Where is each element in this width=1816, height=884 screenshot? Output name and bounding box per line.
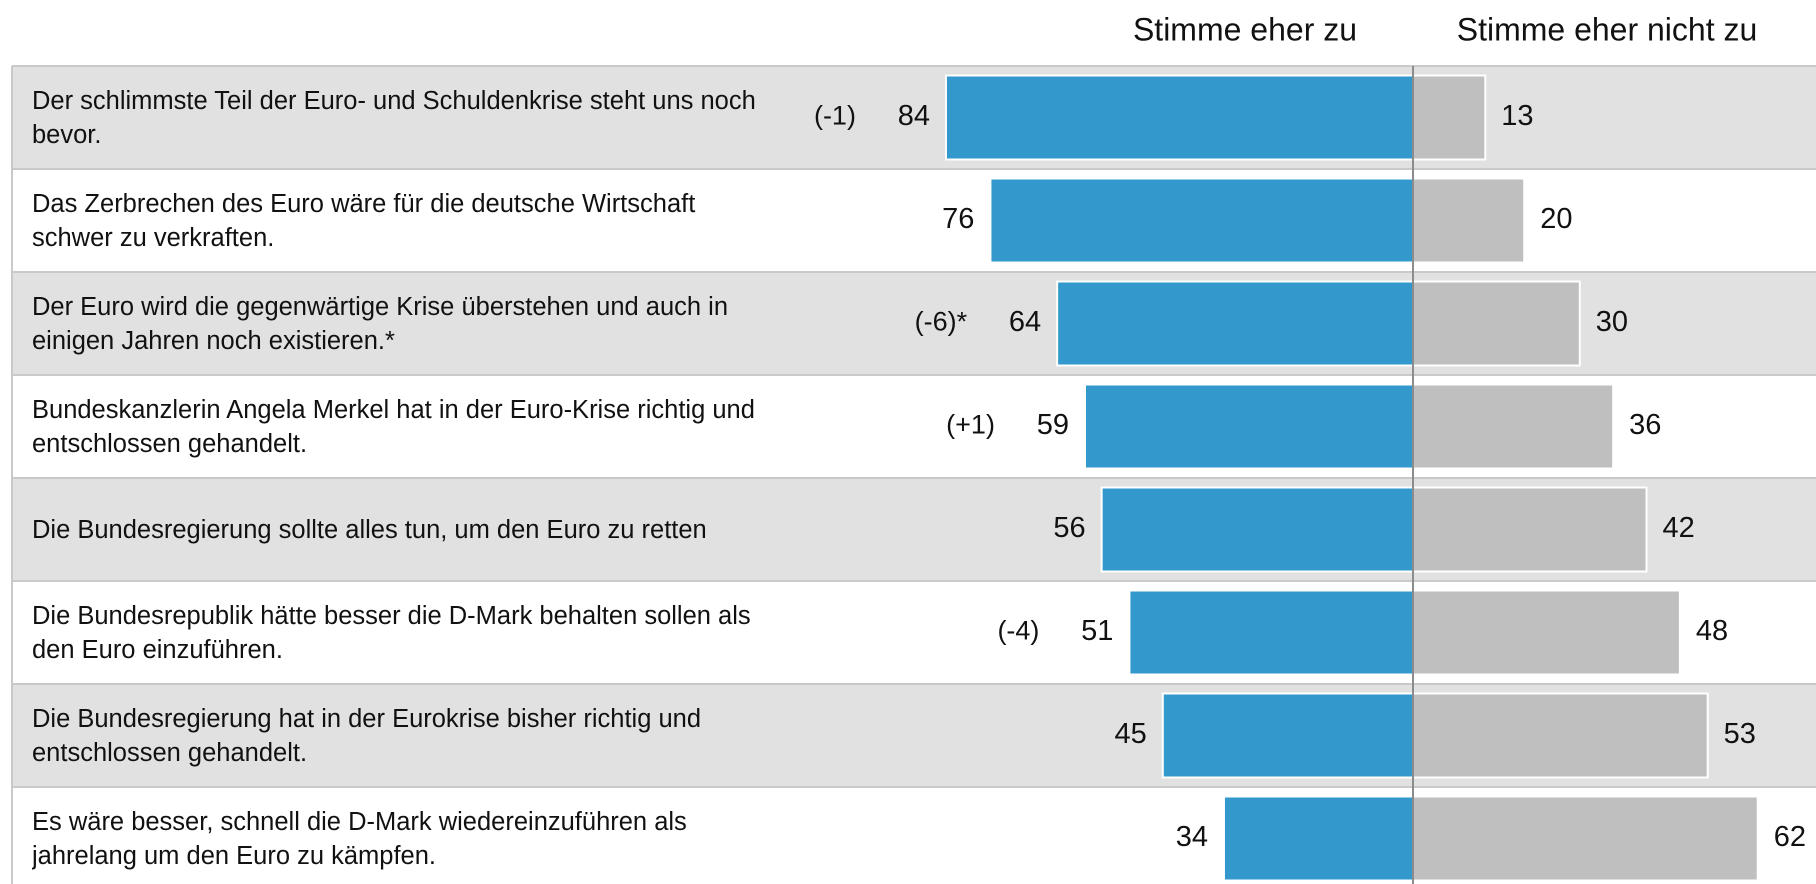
legend-label: Stimme eher nicht zu xyxy=(1457,11,1758,47)
row-label: Das Zerbrechen des Euro wäre für die deu… xyxy=(32,189,696,252)
change-label: (-4) xyxy=(997,616,1039,646)
row-label-box: Die Bundesrepublik hätte besser die D-Ma… xyxy=(32,601,751,664)
value-label: 36 xyxy=(1629,409,1661,441)
bar xyxy=(1412,795,1759,882)
value-label: 13 xyxy=(1501,100,1533,132)
row-label-box: Das Zerbrechen des Euro wäre für die deu… xyxy=(32,189,696,252)
value-label: 20 xyxy=(1540,203,1572,235)
value-label: 56 xyxy=(1053,512,1085,544)
value-label: 34 xyxy=(1176,821,1208,853)
value-label: 42 xyxy=(1663,512,1695,544)
bar xyxy=(1056,280,1415,367)
row-label-box: Der schlimmste Teil der Euro- und Schuld… xyxy=(32,86,756,149)
value-label: 64 xyxy=(1009,306,1041,338)
row-label-box: Bundeskanzlerin Angela Merkel hat in der… xyxy=(32,395,755,458)
value-label: 51 xyxy=(1081,615,1113,647)
bar xyxy=(1161,692,1415,779)
bar xyxy=(1412,74,1487,161)
row-label: Der schlimmste Teil der Euro- und Schuld… xyxy=(32,86,756,149)
row-label: Die Bundesregierung sollte alles tun, um… xyxy=(32,515,707,544)
bar xyxy=(944,74,1415,161)
change-label: (+1) xyxy=(946,410,995,440)
bar xyxy=(1128,589,1414,676)
value-label: 45 xyxy=(1115,718,1147,750)
bar xyxy=(1083,383,1414,470)
bar xyxy=(1222,795,1414,882)
row-label: Die Bundesregierung hat in der Eurokrise… xyxy=(32,704,702,767)
row-label-box: Der Euro wird die gegenwärtige Krise übe… xyxy=(32,292,728,355)
row-label: Der Euro wird die gegenwärtige Krise übe… xyxy=(32,292,728,355)
row-label-box: Die Bundesregierung sollte alles tun, um… xyxy=(32,515,707,544)
change-label: (-6)* xyxy=(915,307,968,337)
bar xyxy=(989,177,1414,264)
bar xyxy=(1100,486,1414,573)
bar xyxy=(1412,692,1709,779)
row-label-box: Es wäre besser, schnell die D-Mark wiede… xyxy=(32,807,687,870)
row-label-box: Die Bundesregierung hat in der Eurokrise… xyxy=(32,704,702,767)
row-label: Bundeskanzlerin Angela Merkel hat in der… xyxy=(32,395,755,458)
value-label: 53 xyxy=(1724,718,1756,750)
bar xyxy=(1412,383,1615,470)
value-label: 84 xyxy=(898,100,930,132)
bar xyxy=(1412,486,1648,573)
change-label: (-1) xyxy=(814,101,856,131)
value-label: 76 xyxy=(942,203,974,235)
bar xyxy=(1412,280,1581,367)
bar xyxy=(1412,589,1681,676)
bar xyxy=(1412,177,1526,264)
value-label: 30 xyxy=(1596,306,1628,338)
legend-label: Stimme eher zu xyxy=(1133,11,1357,47)
row-label: Es wäre besser, schnell die D-Mark wiede… xyxy=(32,807,687,870)
value-label: 48 xyxy=(1696,615,1728,647)
row-label: Die Bundesrepublik hätte besser die D-Ma… xyxy=(32,601,751,664)
value-label: 59 xyxy=(1037,409,1069,441)
row-background xyxy=(12,66,1816,169)
value-label: 62 xyxy=(1774,821,1806,853)
